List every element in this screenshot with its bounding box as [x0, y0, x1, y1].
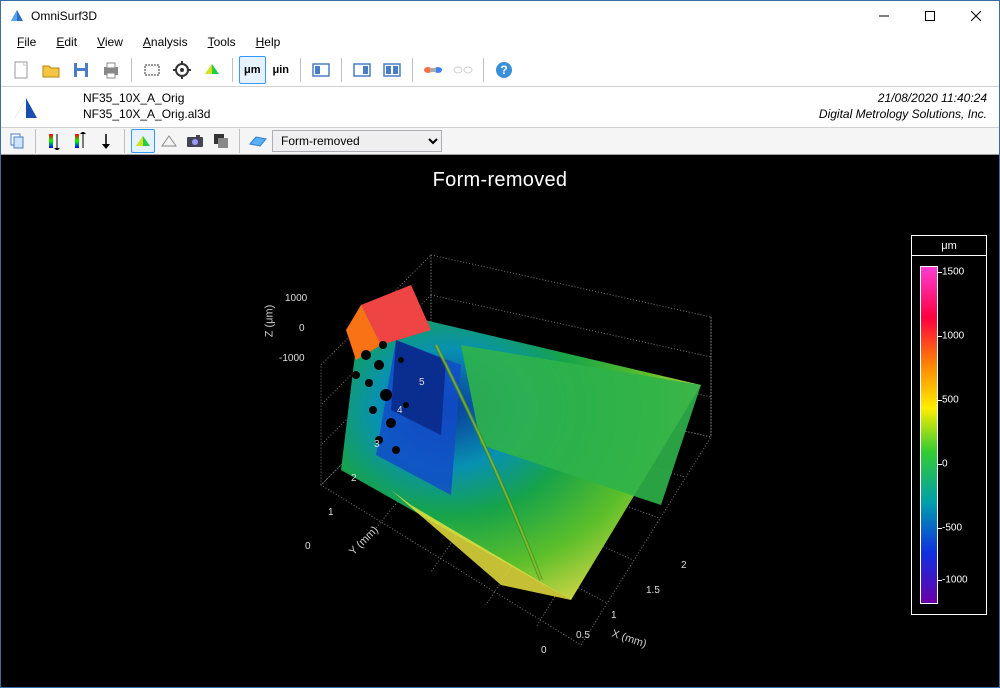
- toolbar-secondary: Form-removed: [1, 127, 999, 155]
- minimize-button[interactable]: [861, 1, 907, 31]
- x-tick: 0.5: [576, 630, 590, 641]
- x-tick: 1.5: [646, 585, 660, 596]
- save-button[interactable]: [67, 56, 95, 84]
- menu-tools[interactable]: Tools: [200, 33, 244, 51]
- y-tick: 4: [397, 405, 403, 416]
- x-tick: 2: [681, 560, 687, 571]
- menu-help[interactable]: Help: [248, 33, 289, 51]
- legend-tick: -1000: [942, 574, 968, 585]
- overlay-button[interactable]: [209, 129, 233, 153]
- processing-dropdown[interactable]: Form-removed: [272, 130, 442, 152]
- open-button[interactable]: [37, 56, 65, 84]
- z-axis-label: Z (μm): [263, 305, 275, 338]
- document-name: NF35_10X_A_Orig: [83, 91, 210, 107]
- legend-tick: -500: [942, 523, 962, 534]
- unit-uin-button[interactable]: μin: [268, 56, 295, 84]
- app-icon: [9, 8, 25, 24]
- document-timestamp: 21/08/2020 11:40:24: [819, 91, 987, 107]
- settings-button[interactable]: [168, 56, 196, 84]
- surface-plot[interactable]: Z (μm) 1000 0 -1000 Y (mm) 5 4 3 2 1 0 X…: [261, 245, 741, 665]
- maximize-button[interactable]: [907, 1, 953, 31]
- infobar: NF35_10X_A_Orig NF35_10X_A_Orig.al3d 21/…: [1, 87, 999, 127]
- legend-tick: 500: [942, 395, 959, 406]
- menu-view[interactable]: View: [89, 33, 131, 51]
- viewport-3d[interactable]: Form-removed: [1, 155, 999, 687]
- menu-analysis[interactable]: Analysis: [135, 33, 196, 51]
- layout-single-button[interactable]: [307, 56, 335, 84]
- gradient-tool-a-button[interactable]: [42, 129, 66, 153]
- svg-text:?: ?: [500, 63, 507, 77]
- gradient-tool-b-button[interactable]: [68, 129, 92, 153]
- layout-split-v-button[interactable]: [378, 56, 406, 84]
- copy-button[interactable]: [5, 129, 29, 153]
- y-tick: 5: [419, 377, 425, 388]
- view-wireframe-button[interactable]: [157, 129, 181, 153]
- x-tick: 1: [611, 610, 617, 621]
- menu-edit[interactable]: Edit: [48, 33, 85, 51]
- y-tick: 2: [351, 473, 357, 484]
- legend-title: μm: [912, 236, 986, 256]
- view-3d-button[interactable]: [131, 129, 155, 153]
- print-button[interactable]: [97, 56, 125, 84]
- z-tick: 0: [299, 323, 305, 334]
- titlebar: OmniSurf3D: [1, 1, 999, 31]
- new-button[interactable]: [7, 56, 35, 84]
- close-button[interactable]: [953, 1, 999, 31]
- link-active-button[interactable]: [419, 56, 447, 84]
- chart-title: Form-removed: [1, 169, 999, 192]
- plane-button[interactable]: [246, 129, 270, 153]
- camera-button[interactable]: [183, 129, 207, 153]
- legend-tick: 1000: [942, 331, 964, 342]
- arrow-down-button[interactable]: [94, 129, 118, 153]
- region-button[interactable]: [138, 56, 166, 84]
- layout-split-h-button[interactable]: [348, 56, 376, 84]
- z-tick: -1000: [279, 353, 305, 364]
- x-tick: 0: [541, 645, 547, 656]
- document-icon: [9, 90, 43, 124]
- help-button[interactable]: ?: [490, 56, 518, 84]
- y-tick: 0: [305, 541, 311, 552]
- menubar: File Edit View Analysis Tools Help: [1, 31, 999, 53]
- y-tick: 3: [374, 439, 380, 450]
- unit-um-button[interactable]: μm: [239, 56, 266, 84]
- legend-tick: 1500: [942, 267, 964, 278]
- y-tick: 1: [328, 507, 334, 518]
- surface-button[interactable]: [198, 56, 226, 84]
- document-filename: NF35_10X_A_Orig.al3d: [83, 107, 210, 123]
- color-legend: μm: [911, 235, 987, 615]
- window-title: OmniSurf3D: [31, 9, 97, 23]
- toolbar-main: μm μin ?: [1, 53, 999, 87]
- link-inactive-button[interactable]: [449, 56, 477, 84]
- legend-tick: 0: [942, 459, 948, 470]
- document-company: Digital Metrology Solutions, Inc.: [819, 107, 987, 123]
- menu-file[interactable]: File: [9, 33, 44, 51]
- z-tick: 1000: [285, 293, 307, 304]
- colorbar: [920, 266, 938, 604]
